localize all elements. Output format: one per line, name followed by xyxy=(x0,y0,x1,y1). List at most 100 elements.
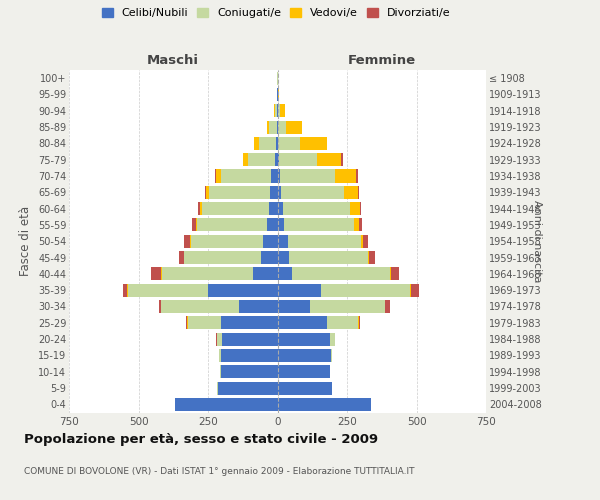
Bar xyxy=(350,202,361,215)
Bar xyxy=(269,120,277,134)
Bar xyxy=(359,218,362,232)
Bar xyxy=(278,153,317,166)
Bar xyxy=(209,186,270,199)
Bar xyxy=(292,268,390,280)
Bar xyxy=(158,300,161,313)
Bar xyxy=(253,268,277,280)
Bar xyxy=(217,332,222,345)
Bar xyxy=(277,398,371,411)
Bar xyxy=(322,284,410,296)
Bar xyxy=(191,234,263,248)
Bar xyxy=(327,316,358,330)
Bar xyxy=(162,268,253,280)
Bar xyxy=(353,218,359,232)
Bar xyxy=(283,202,350,215)
Bar xyxy=(275,153,277,166)
Bar xyxy=(277,349,331,362)
Bar xyxy=(335,170,356,182)
Bar xyxy=(277,153,278,166)
Bar xyxy=(128,284,208,296)
Bar xyxy=(190,234,191,248)
Bar xyxy=(277,202,283,215)
Bar xyxy=(278,120,286,134)
Bar xyxy=(215,170,216,182)
Bar xyxy=(222,332,277,345)
Bar xyxy=(277,186,281,199)
Bar xyxy=(179,251,184,264)
Text: Maschi: Maschi xyxy=(147,54,199,68)
Bar xyxy=(184,251,262,264)
Bar xyxy=(124,284,127,296)
Bar xyxy=(277,332,330,345)
Bar xyxy=(331,349,332,362)
Bar xyxy=(269,202,277,215)
Bar xyxy=(341,153,343,166)
Bar xyxy=(410,284,411,296)
Bar xyxy=(221,365,277,378)
Bar xyxy=(310,300,385,313)
Bar xyxy=(280,104,285,118)
Bar xyxy=(208,284,277,296)
Bar xyxy=(274,104,275,118)
Bar xyxy=(330,332,335,345)
Bar xyxy=(391,268,399,280)
Bar xyxy=(216,170,221,182)
Text: Popolazione per età, sesso e stato civile - 2009: Popolazione per età, sesso e stato civil… xyxy=(24,432,378,446)
Bar xyxy=(267,218,277,232)
Bar xyxy=(188,316,221,330)
Text: Anni di nascita: Anni di nascita xyxy=(532,200,542,282)
Bar xyxy=(239,300,277,313)
Bar xyxy=(277,234,288,248)
Bar xyxy=(356,170,358,182)
Bar xyxy=(277,268,292,280)
Bar xyxy=(175,398,277,411)
Bar xyxy=(161,300,239,313)
Bar xyxy=(221,316,277,330)
Bar xyxy=(254,137,259,150)
Bar xyxy=(277,251,289,264)
Bar xyxy=(289,251,368,264)
Bar xyxy=(151,268,161,280)
Text: Femmine: Femmine xyxy=(347,54,416,68)
Bar xyxy=(184,234,190,248)
Bar xyxy=(186,316,187,330)
Bar xyxy=(358,186,359,199)
Bar xyxy=(271,170,277,182)
Bar xyxy=(369,251,376,264)
Bar xyxy=(243,153,248,166)
Bar xyxy=(200,202,202,215)
Bar xyxy=(218,382,277,394)
Bar xyxy=(363,234,368,248)
Bar xyxy=(368,251,369,264)
Bar xyxy=(220,349,221,362)
Bar xyxy=(196,218,197,232)
Bar xyxy=(317,153,341,166)
Bar xyxy=(266,120,269,134)
Bar xyxy=(390,268,391,280)
Bar xyxy=(277,170,280,182)
Bar xyxy=(278,137,300,150)
Bar xyxy=(300,137,327,150)
Bar xyxy=(262,251,277,264)
Bar xyxy=(284,218,353,232)
Bar xyxy=(277,316,327,330)
Bar xyxy=(277,284,322,296)
Bar xyxy=(248,153,275,166)
Bar xyxy=(288,234,361,248)
Bar xyxy=(221,349,277,362)
Bar xyxy=(263,234,277,248)
Bar xyxy=(277,382,332,394)
Bar xyxy=(277,365,330,378)
Bar xyxy=(359,316,360,330)
Bar xyxy=(206,186,209,199)
Text: COMUNE DI BOVOLONE (VR) - Dati ISTAT 1° gennaio 2009 - Elaborazione TUTTITALIA.I: COMUNE DI BOVOLONE (VR) - Dati ISTAT 1° … xyxy=(24,468,415,476)
Bar xyxy=(270,186,277,199)
Bar xyxy=(193,218,196,232)
Bar xyxy=(221,170,271,182)
Bar xyxy=(278,104,280,118)
Bar xyxy=(344,186,358,199)
Bar xyxy=(385,300,391,313)
Bar xyxy=(361,234,363,248)
Bar xyxy=(280,170,335,182)
Bar xyxy=(202,202,269,215)
